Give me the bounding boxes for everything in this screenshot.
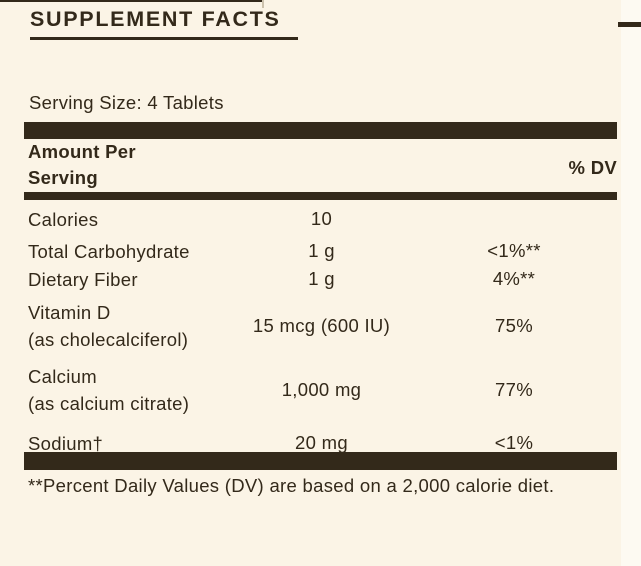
label-right-edge-strip [621,0,641,566]
serving-size-text: Serving Size: 4 Tablets [29,92,224,113]
nutrient-amount: 1,000 mg [281,379,362,400]
thick-divider-top [24,122,617,139]
nutrient-row-vitamin-d: Vitamin D (as cholecalciferol) 15 mcg (6… [24,297,617,355]
table-header-row: Amount Per Serving % DV [24,139,617,191]
nutrient-name: Total Carbohydrate [28,240,190,262]
nutrient-row-sodium: Sodium† 20 mg <1% [24,427,617,459]
top-edge-tick-mark [262,0,264,8]
nutrient-row-calcium: Calcium (as calcium citrate) 1,000 mg 77… [24,361,617,419]
nutrient-dv-value: 75% [495,315,533,336]
nutrient-row-total-carbohydrate: Total Carbohydrate 1 g <1%** [24,235,617,267]
header-divider [24,192,617,200]
nutrient-amount: 1 g [308,240,335,261]
daily-values-footnote: **Percent Daily Values (DV) are based on… [28,475,555,496]
nutrient-row-calories: Calories 10 [24,203,617,235]
nutrient-dv-value: 77% [495,379,533,400]
nutrient-name: Vitamin D (as cholecalciferol) [28,302,189,350]
nutrient-dv-value: 4%** [492,268,536,289]
page-title: SUPPLEMENT FACTS [30,7,281,31]
title-underline-divider [30,37,298,40]
nutrient-amount: 15 mcg (600 IU) [252,315,391,336]
top-edge-crop-line [0,0,262,2]
nutrient-name: Sodium† [28,432,104,454]
nutrient-dv-value: <1% [494,432,534,453]
nutrient-row-dietary-fiber: Dietary Fiber 1 g 4%** [24,263,617,295]
nutrient-dv-value: <1%** [487,240,541,261]
amount-per-serving-header: Amount Per Serving [28,141,136,188]
percent-dv-header: % DV [568,157,617,178]
nutrient-name: Dietary Fiber [28,268,138,290]
nutrient-name: Calories [28,208,99,230]
nutrient-amount: 1 g [308,268,335,289]
nutrient-name: Calcium (as calcium citrate) [28,366,190,414]
nutrient-amount: 10 [310,208,333,229]
thick-divider-bottom [24,452,617,470]
right-edge-rule-fragment [618,22,641,27]
nutrient-amount: 20 mg [295,432,348,453]
